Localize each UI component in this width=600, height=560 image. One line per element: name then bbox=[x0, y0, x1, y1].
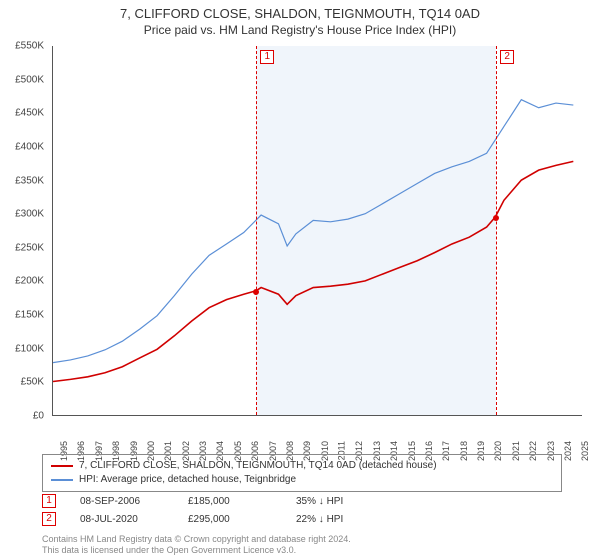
marker-annotations: 1 08-SEP-2006 £185,000 35% ↓ HPI 2 08-JUL-202… bbox=[42, 494, 562, 530]
y-tick-label: £450K bbox=[15, 108, 44, 119]
legend-swatch bbox=[51, 479, 73, 481]
marker-line bbox=[496, 46, 497, 415]
y-tick-label: £300K bbox=[15, 209, 44, 220]
chart-title: 7, CLIFFORD CLOSE, SHALDON, TEIGNMOUTH, … bbox=[0, 6, 600, 21]
plot-area: 12 bbox=[52, 46, 582, 416]
legend: 7, CLIFFORD CLOSE, SHALDON, TEIGNMOUTH, … bbox=[42, 454, 562, 492]
y-tick-label: £50K bbox=[21, 377, 44, 388]
y-tick-label: £250K bbox=[15, 242, 44, 253]
annotation-flag: 1 bbox=[42, 494, 56, 508]
x-axis-labels: 1995199619971998199920002001200220032004… bbox=[52, 416, 582, 446]
annotation-delta: 22% ↓ HPI bbox=[296, 514, 386, 525]
annotation-date: 08-SEP-2006 bbox=[80, 496, 170, 507]
marker-line bbox=[256, 46, 257, 415]
y-axis-labels: £0£50K£100K£150K£200K£250K£300K£350K£400… bbox=[0, 46, 48, 416]
marker-dot bbox=[253, 289, 259, 295]
y-tick-label: £500K bbox=[15, 74, 44, 85]
y-tick-label: £350K bbox=[15, 175, 44, 186]
y-tick-label: £100K bbox=[15, 343, 44, 354]
annotation-row: 1 08-SEP-2006 £185,000 35% ↓ HPI bbox=[42, 494, 562, 508]
legend-label: 7, CLIFFORD CLOSE, SHALDON, TEIGNMOUTH, … bbox=[79, 459, 437, 473]
chart-subtitle: Price paid vs. HM Land Registry's House … bbox=[0, 23, 600, 37]
x-tick-label: 2025 bbox=[580, 441, 590, 461]
legend-item: HPI: Average price, detached house, Teig… bbox=[51, 473, 553, 487]
x-tick-label: 2024 bbox=[563, 441, 573, 461]
annotation-price: £185,000 bbox=[188, 496, 278, 507]
y-tick-label: £400K bbox=[15, 141, 44, 152]
footnote: Contains HM Land Registry data © Crown c… bbox=[42, 534, 562, 556]
chart-container: 7, CLIFFORD CLOSE, SHALDON, TEIGNMOUTH, … bbox=[0, 0, 600, 560]
annotation-flag: 2 bbox=[42, 512, 56, 526]
line-layer bbox=[53, 46, 582, 415]
footnote-line-1: Contains HM Land Registry data © Crown c… bbox=[42, 534, 562, 545]
legend-label: HPI: Average price, detached house, Teig… bbox=[79, 473, 296, 487]
annotation-row: 2 08-JUL-2020 £295,000 22% ↓ HPI bbox=[42, 512, 562, 526]
annotation-date: 08-JUL-2020 bbox=[80, 514, 170, 525]
y-tick-label: £200K bbox=[15, 276, 44, 287]
y-tick-label: £0 bbox=[33, 411, 44, 422]
titles: 7, CLIFFORD CLOSE, SHALDON, TEIGNMOUTH, … bbox=[0, 0, 600, 37]
y-tick-label: £150K bbox=[15, 310, 44, 321]
annotation-price: £295,000 bbox=[188, 514, 278, 525]
footnote-line-2: This data is licensed under the Open Gov… bbox=[42, 545, 562, 556]
marker-flag: 1 bbox=[260, 50, 274, 64]
legend-item: 7, CLIFFORD CLOSE, SHALDON, TEIGNMOUTH, … bbox=[51, 459, 553, 473]
y-tick-label: £550K bbox=[15, 41, 44, 52]
annotation-delta: 35% ↓ HPI bbox=[296, 496, 386, 507]
legend-swatch bbox=[51, 465, 73, 467]
marker-dot bbox=[493, 215, 499, 221]
marker-flag: 2 bbox=[500, 50, 514, 64]
